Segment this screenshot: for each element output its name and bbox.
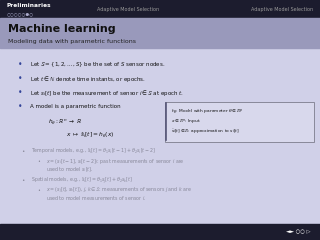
Bar — [0, 48, 320, 224]
Text: •: • — [37, 160, 40, 164]
Text: $x = (s_j[t], s_k[t]),\, j, k \in \mathcal{S}$: measurements of sensors $j$ and : $x = (s_j[t], s_k[t]),\, j, k \in \mathc… — [46, 186, 193, 196]
Text: ○○○○○●○: ○○○○○●○ — [6, 12, 34, 16]
Text: Machine learning: Machine learning — [8, 24, 116, 34]
Text: •: • — [18, 74, 22, 83]
Text: Let $s_i[t]$ be the measurement of sensor $i \in \mathcal{S}$ at epoch $t$.: Let $s_i[t]$ be the measurement of senso… — [30, 88, 185, 98]
Text: Let $t \in \mathbb{N}$ denote time instants, or epochs.: Let $t \in \mathbb{N}$ denote time insta… — [30, 74, 146, 84]
Bar — [0, 18, 320, 48]
Text: Modeling data with parametric functions: Modeling data with parametric functions — [8, 39, 136, 44]
Bar — [0, 224, 320, 240]
Text: Temporal models, e.g., $\hat{s}_i[t] = \theta_1 s_i[t-1] + \theta_2 s_i[t-2]$: Temporal models, e.g., $\hat{s}_i[t] = \… — [31, 146, 156, 156]
Text: Let $\mathcal{S} = \{1, 2, \ldots, S\}$ be the set of $S$ sensor nodes.: Let $\mathcal{S} = \{1, 2, \ldots, S\}$ … — [30, 61, 166, 69]
Bar — [0, 0, 320, 18]
Text: Adaptive Model Selection: Adaptive Model Selection — [252, 6, 314, 12]
Text: A model is a parametric function: A model is a parametric function — [30, 104, 121, 109]
Text: $\hat{s}_i[t] \in \mathbb{R}$: approximation to $s_i[t]$: $\hat{s}_i[t] \in \mathbb{R}$: approxima… — [171, 128, 240, 136]
Text: ◄► ○○ ▷: ◄► ○○ ▷ — [286, 230, 310, 235]
Text: Preliminaries: Preliminaries — [6, 3, 51, 7]
Text: Spatial models, e.g., $\hat{s}_i[t] = \theta_1 s_j[t] + \theta_2 s_k[t]$: Spatial models, e.g., $\hat{s}_i[t] = \t… — [31, 175, 133, 186]
Text: Adaptive Model Selection: Adaptive Model Selection — [97, 6, 159, 12]
Text: •: • — [21, 178, 24, 183]
Text: $x \;\mapsto\; \hat{s}_i[t] = h_\theta(x)$: $x \;\mapsto\; \hat{s}_i[t] = h_\theta(x… — [66, 130, 114, 140]
Text: •: • — [18, 88, 22, 97]
Text: •: • — [18, 102, 22, 111]
Text: $h_\theta$: Model with parameter $\theta \in \mathbb{R}^p$: $h_\theta$: Model with parameter $\theta… — [171, 107, 244, 116]
Text: •: • — [21, 149, 24, 154]
Text: used to model measurements of sensor $i$.: used to model measurements of sensor $i$… — [46, 194, 147, 202]
Text: •: • — [37, 188, 40, 193]
Text: used to model $s_i[t]$.: used to model $s_i[t]$. — [46, 165, 94, 174]
Text: $x = (s_i[t-1], s_i[t-2])$: past measurements of sensor $i$ are: $x = (s_i[t-1], s_i[t-2])$: past measure… — [46, 157, 185, 167]
Text: •: • — [18, 60, 22, 69]
Text: $x \in \mathbb{R}^n$: Input.: $x \in \mathbb{R}^n$: Input. — [171, 117, 202, 126]
FancyBboxPatch shape — [165, 102, 314, 142]
Text: $h_\theta : \mathbb{R}^n \;\rightarrow\; \mathbb{R}$: $h_\theta : \mathbb{R}^n \;\rightarrow\;… — [48, 118, 82, 127]
